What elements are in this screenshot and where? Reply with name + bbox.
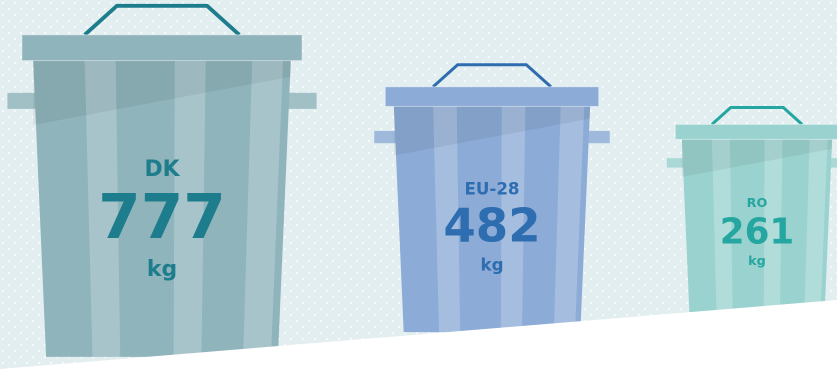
- can-stripe: [763, 139, 783, 313]
- value-label: 261: [720, 211, 795, 252]
- can-stripe: [804, 139, 828, 313]
- can-body: [393, 106, 591, 333]
- can-lid: [21, 34, 303, 62]
- can-shade: [393, 106, 591, 156]
- can-shade: [681, 139, 833, 177]
- unit-label: kg: [748, 254, 766, 269]
- can-lid: [384, 86, 600, 107]
- can-stripe: [500, 106, 526, 333]
- can-handle: [710, 105, 804, 126]
- can-stripe: [243, 60, 284, 357]
- can-stripe: [433, 106, 461, 333]
- can-stripe: [553, 106, 585, 333]
- can-lid: [674, 123, 837, 140]
- can-stripe: [84, 60, 121, 357]
- can-stripe: [711, 139, 733, 313]
- can-shade: [33, 60, 291, 125]
- can-body: [681, 139, 833, 313]
- category-label: RO: [747, 196, 768, 211]
- category-label: DK: [144, 157, 180, 182]
- unit-label: kg: [480, 255, 503, 274]
- ground: [0, 300, 837, 369]
- can-body: [33, 60, 291, 357]
- can-handle: [432, 63, 552, 88]
- can-stripe: [173, 60, 206, 357]
- value-label: 777: [98, 182, 226, 253]
- can-handle: [83, 3, 241, 37]
- category-label: EU-28: [464, 179, 519, 198]
- value-label: 482: [443, 199, 540, 253]
- unit-label: kg: [147, 257, 177, 282]
